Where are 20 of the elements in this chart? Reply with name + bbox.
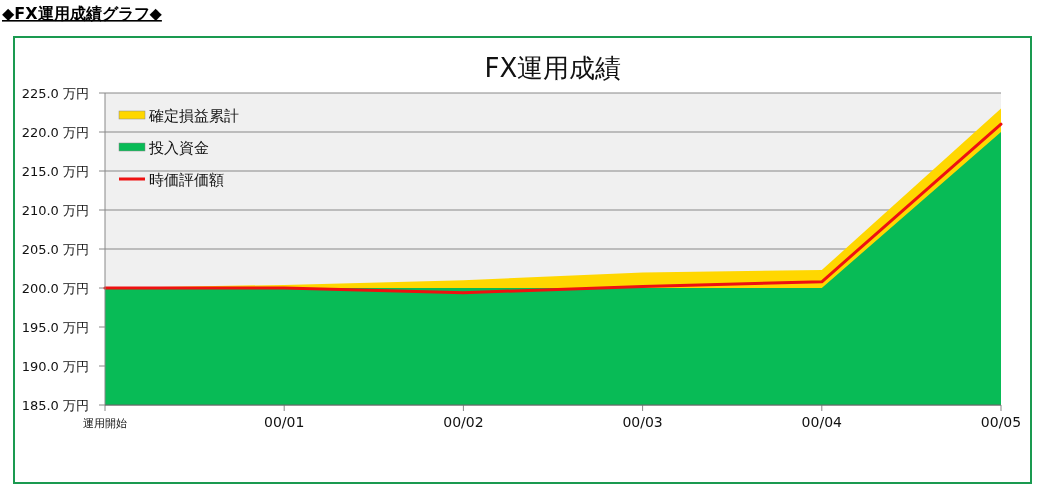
x-tick-label: 00/03 <box>622 414 663 430</box>
y-tick-label: 185.0 万円 <box>21 398 89 413</box>
legend-label: 確定損益累計 <box>148 107 239 125</box>
text: ◆FX運用成績グラフ◆ <box>2 4 163 23</box>
y-tick-label: 195.0 万円 <box>21 320 89 335</box>
x-tick-label: 00/02 <box>443 414 484 430</box>
x-tick-label: 00/04 <box>801 414 843 430</box>
legend-label: 時価評価額 <box>149 171 224 189</box>
x-tick-label: 運用開始 <box>83 417 127 430</box>
y-tick-label: 205.0 万円 <box>21 242 89 257</box>
x-tick-label: 00/05 <box>980 414 1022 430</box>
y-tick-label: 220.0 万円 <box>21 125 89 140</box>
y-tick-label: 225.0 万円 <box>21 86 89 101</box>
x-tick-label: 00/01 <box>264 414 305 430</box>
y-tick-label: 200.0 万円 <box>21 281 89 296</box>
y-tick-label: 190.0 万円 <box>21 359 89 374</box>
legend-label: 投入資金 <box>148 139 209 157</box>
y-tick-label: 215.0 万円 <box>21 164 89 179</box>
y-tick-label: 210.0 万円 <box>21 203 89 218</box>
chart-title: FX運用成績 <box>484 53 622 83</box>
